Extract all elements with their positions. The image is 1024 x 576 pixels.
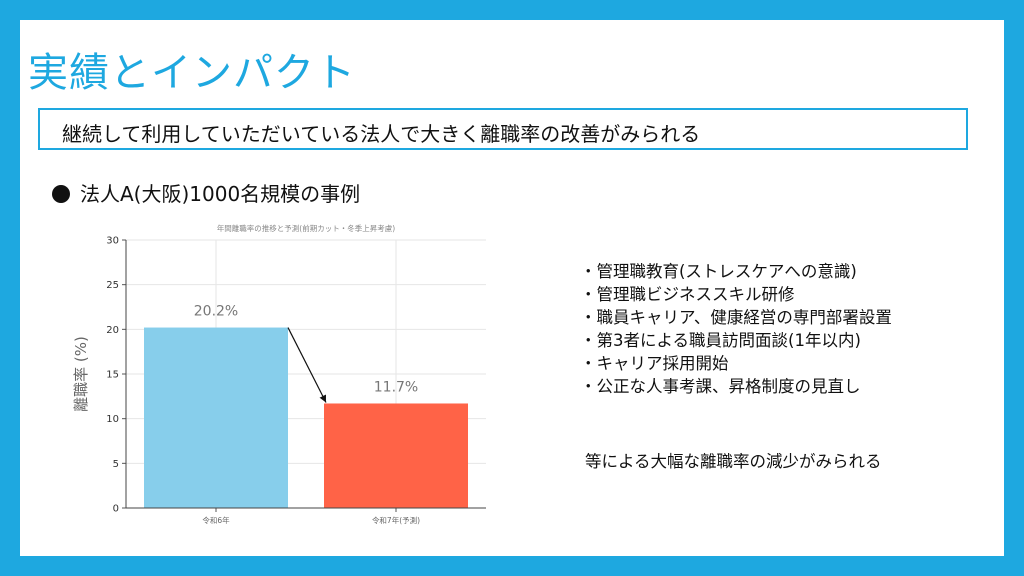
trend-arrow [287, 327, 327, 403]
y-tick-label: 20 [106, 325, 119, 336]
measure-item: ・第3者による職員訪問面談(1年以内) [580, 331, 861, 350]
conclusion-text: 等による大幅な離職率の減少がみられる [585, 452, 882, 471]
data-label: 11.7% [374, 379, 418, 395]
summary-box: 継続して利用していただいている法人で大きく離職率の改善がみられる [38, 108, 968, 150]
measure-item: ・管理職教育(ストレスケアへの意識) [580, 262, 857, 281]
y-tick-label: 25 [106, 280, 119, 291]
y-tick-label: 10 [106, 414, 119, 425]
measures-list: ・管理職教育(ストレスケアへの意識) ・管理職ビジネススキル研修 ・職員キャリア… [580, 260, 892, 398]
bar-chart-svg: 年間離職率の推移と予測(前期カット・冬季上昇考慮) 0 5 10 15 20 25 30 20.… [72, 223, 486, 525]
y-axis-label: 離職率 (%) [72, 336, 90, 412]
y-tick-label: 0 [113, 504, 119, 515]
y-tick-label: 30 [106, 236, 119, 247]
x-tick-label: 令和6年 [202, 515, 230, 525]
bar [144, 327, 288, 508]
case-heading: 法人A(大阪)1000名規模の事例 [52, 178, 360, 207]
data-label: 20.2% [194, 304, 238, 320]
x-tick-label: 令和7年(予測) [372, 515, 420, 525]
case-label: 法人A(大阪)1000名規模の事例 [80, 182, 361, 206]
measure-item: ・職員キャリア、健康経営の専門部署設置 [580, 308, 892, 327]
y-tick-label: 5 [113, 459, 119, 470]
chart: 年間離職率の推移と予測(前期カット・冬季上昇考慮) 0 5 10 15 20 25 30 20.… [40, 216, 500, 526]
slide: 実績とインパクト 継続して利用していただいている法人で大きく離職率の改善がみられ… [20, 20, 1004, 556]
summary-text: 継続して利用していただいている法人で大きく離職率の改善がみられる [62, 122, 701, 146]
y-tick-label: 15 [106, 370, 119, 381]
bar [324, 403, 468, 508]
measure-item: ・公正な人事考課、昇格制度の見直し [580, 377, 861, 396]
measure-item: ・キャリア採用開始 [580, 354, 729, 373]
bullet-icon [52, 185, 70, 203]
chart-title: 年間離職率の推移と予測(前期カット・冬季上昇考慮) [217, 223, 395, 233]
measure-item: ・管理職ビジネススキル研修 [580, 285, 795, 304]
page-title: 実績とインパクト [28, 50, 356, 96]
